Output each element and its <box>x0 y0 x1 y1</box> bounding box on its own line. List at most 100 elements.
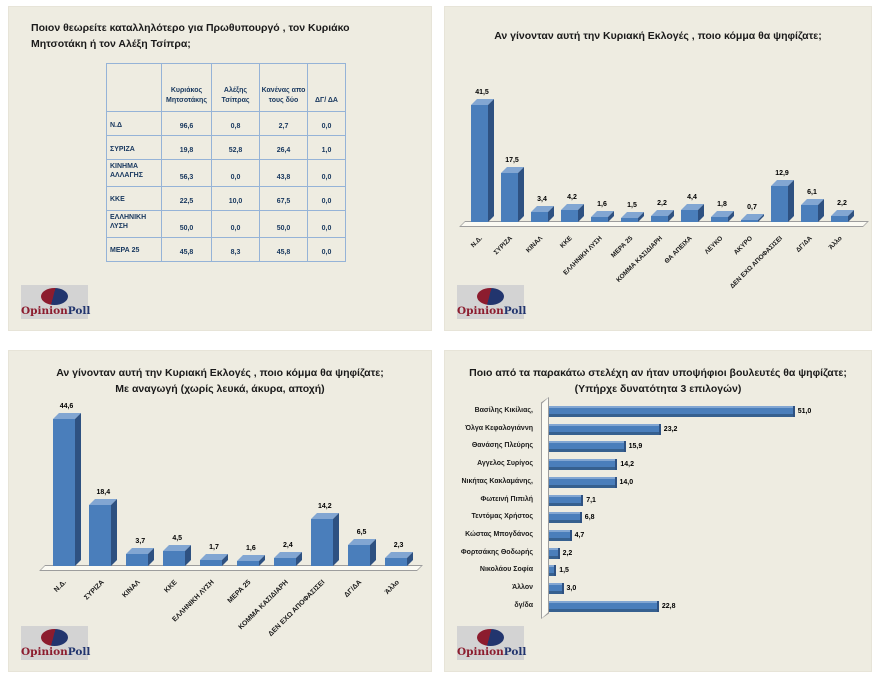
category-label: ΜΕΡΑ 25 <box>227 579 253 605</box>
column-bar <box>347 545 370 566</box>
table-row: Ν.Δ 96,6 0,8 2,7 0,0 <box>106 111 346 136</box>
column-bar <box>770 186 788 222</box>
opinionpoll-logo: OpinionPoll <box>457 626 526 660</box>
bar-value-label: 4,5 <box>172 535 183 542</box>
row-label: δγ/δα <box>514 601 533 609</box>
bar-value-label: 2,4 <box>283 542 293 549</box>
column-bar <box>620 218 638 222</box>
opinionpoll-logo: OpinionPoll <box>21 626 90 660</box>
category-label: Ν.Δ. <box>469 235 484 250</box>
row-label: Ν.Δ <box>106 111 162 136</box>
bar-value-label: 1,6 <box>246 545 256 552</box>
bar-value-label: 2,2 <box>562 549 573 557</box>
column-header: Κανένας απο τους δύο <box>259 63 308 112</box>
column-header: Αλέξης Τσίπρας <box>211 63 260 112</box>
row-label: Κώστας Μπογδάνος <box>465 530 533 538</box>
value-cell: 52,8 <box>211 135 260 160</box>
row-label: Νικήτας Κακλαμάνης, <box>461 477 533 485</box>
bar-value-label: 17,5 <box>505 157 519 164</box>
category-label: Άλλο <box>827 235 844 252</box>
horizontal-bar <box>549 494 584 506</box>
logo-word-opinion: Opinion <box>457 305 504 317</box>
bar-value-label: 7,1 <box>586 496 596 504</box>
column-bar <box>530 212 548 222</box>
row-label: Βασίλης Κικίλιας, <box>474 407 533 414</box>
value-cell: 0,8 <box>211 111 260 136</box>
bar-value-label: 22,8 <box>661 602 676 610</box>
category-label: ΚΟΜΜΑ ΚΑΣΙΔΙΑΡΗ <box>237 579 290 632</box>
row-label: ΚΚΕ <box>106 185 162 211</box>
bar-value-label: 44,6 <box>59 403 74 410</box>
category-label: ΕΛΛΗΝΙΚΗ ΛΥΣΗ <box>171 579 216 624</box>
horizontal-bar <box>549 423 661 435</box>
panel-vote-intent-reduced: Αν γίνονταν αυτή την Κυριακή Εκλογές , π… <box>8 350 432 672</box>
opinionpoll-logo-text: OpinionPoll <box>21 646 90 659</box>
bar-value-label: 14,2 <box>317 503 332 510</box>
bar-value-label: 1,8 <box>717 201 727 208</box>
panel-pm-suitability: Ποιον θεωρείτε καταλληλότερο για Πρωθυπο… <box>8 6 432 331</box>
row-label: Όλγα Κεφαλογιάννη <box>465 424 533 432</box>
row-label: Αγγελος Συρίγος <box>477 460 533 468</box>
value-cell: 26,4 <box>259 135 308 160</box>
bar-value-label: 1,7 <box>209 544 219 551</box>
chart-floor <box>39 565 423 571</box>
bar-value-label: 0,7 <box>747 204 757 211</box>
horizontal-bar <box>549 459 618 471</box>
row-label: ΜΕΡΑ 25 <box>106 236 162 262</box>
logo-word-opinion: Opinion <box>457 646 504 658</box>
column-bar <box>273 558 296 566</box>
category-label: ΛΕΥΚΟ <box>703 235 724 256</box>
category-label: ΣΥΡΙΖΑ <box>492 235 514 257</box>
column-bar <box>740 220 758 222</box>
opinionpoll-logo-mark-icon <box>41 288 68 305</box>
bar-value-label: 4,2 <box>567 194 577 201</box>
bar-value-label: 18,4 <box>96 489 111 496</box>
candidate-preference-bar-chart: Βασίλης Κικίλιας, 51,0 Όλγα Κεφαλογιάννη 23… <box>445 351 871 671</box>
opinionpoll-logo-mark-icon <box>477 288 504 305</box>
category-label: ΚΙΝΑΛ <box>121 579 143 600</box>
logo-word-poll: Poll <box>67 305 91 317</box>
value-cell: 50,0 <box>259 209 308 238</box>
value-cell: 96,6 <box>161 111 212 136</box>
bar-value-label: 12,9 <box>775 170 789 177</box>
bar-value-label: 1,5 <box>559 567 569 575</box>
panel-title: Ποιο από τα παρακάτω στελέχη αν ήταν υπο… <box>469 367 847 379</box>
value-cell: 0,0 <box>307 209 346 238</box>
bar-value-label: 6,5 <box>356 529 367 536</box>
horizontal-bar <box>549 600 659 612</box>
row-label: ΣΥΡΙΖΑ <box>106 135 162 160</box>
value-cell: 0,0 <box>307 236 346 262</box>
value-cell: 8,3 <box>211 236 260 262</box>
value-cell: 45,8 <box>161 236 212 262</box>
value-cell: 67,5 <box>259 185 308 211</box>
column-header: Κυριάκος Μητσοτάκης <box>161 63 212 112</box>
value-cell: 2,7 <box>259 111 308 136</box>
category-label: ΚΚΕ <box>163 579 180 595</box>
value-cell: 0,0 <box>211 209 260 238</box>
column-bar <box>89 505 112 566</box>
bar-value-label: 2,3 <box>393 542 404 549</box>
opinionpoll-logo: OpinionPoll <box>457 285 526 319</box>
table-row: ΚΚΕ 22,5 10,0 67,5 0,0 <box>106 185 346 211</box>
pm-suitability-table: Κυριάκος Μητσοτάκης Αλέξης Τσίπρας Κανένας… <box>106 63 346 262</box>
category-label: ΚΚΕ <box>559 235 574 250</box>
horizontal-bar <box>549 512 582 524</box>
horizontal-bar <box>549 476 617 488</box>
bar-value-label: 4,4 <box>687 194 697 201</box>
axis-wall <box>541 397 549 619</box>
column-bar <box>236 561 259 566</box>
opinionpoll-logo-mark-icon <box>41 629 68 646</box>
bar-value-label: 23,2 <box>663 425 678 433</box>
column-bar <box>650 216 668 222</box>
category-label: Άλλο <box>383 579 401 597</box>
value-cell: 1,0 <box>307 135 346 160</box>
horizontal-bar <box>549 406 795 417</box>
column-bar <box>163 551 186 566</box>
horizontal-bar <box>549 441 626 453</box>
logo-word-opinion: Opinion <box>21 305 68 317</box>
category-label: ΔΕΝ ΕΧΩ ΑΠΟΦΑΣΙΣΕΙ <box>728 235 784 291</box>
opinionpoll-logo-text: OpinionPoll <box>21 305 91 318</box>
opinionpoll-logo-text: OpinionPoll <box>457 305 526 318</box>
bar-value-label: 6,1 <box>807 189 817 196</box>
